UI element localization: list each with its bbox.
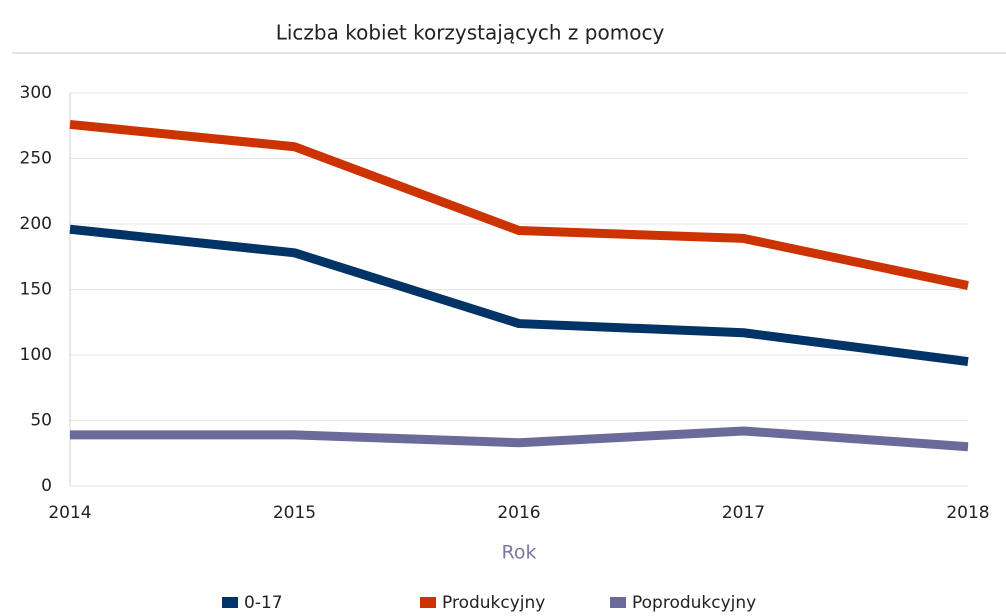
y-tick-label: 50 xyxy=(30,411,52,431)
line-series xyxy=(69,224,969,367)
legend-swatch xyxy=(222,597,238,608)
x-tick-label: 2018 xyxy=(946,503,989,523)
x-tick-label: 2015 xyxy=(273,503,316,523)
x-tick-label: 2014 xyxy=(48,503,91,523)
y-tick-label: 100 xyxy=(20,345,52,365)
y-tick-label: 200 xyxy=(20,214,52,234)
legend-swatch xyxy=(610,597,626,608)
x-tick-label: 2016 xyxy=(497,503,540,523)
legend-label: 0-17 xyxy=(244,593,283,613)
y-tick-label: 150 xyxy=(20,280,52,300)
line-series xyxy=(69,119,969,290)
legend-swatch xyxy=(420,597,436,608)
y-tick-label: 250 xyxy=(20,149,52,169)
y-tick-label: 0 xyxy=(41,476,52,496)
x-tick-label: 2017 xyxy=(722,503,765,523)
legend-label: Produkcyjny xyxy=(442,593,545,613)
line-series xyxy=(70,426,969,452)
legend-label: Poprodukcyjny xyxy=(632,593,756,613)
y-tick-label: 300 xyxy=(20,83,52,103)
x-axis-label: Rok xyxy=(502,542,537,564)
chart-title: Liczba kobiet korzystających z pomocy xyxy=(276,21,665,45)
